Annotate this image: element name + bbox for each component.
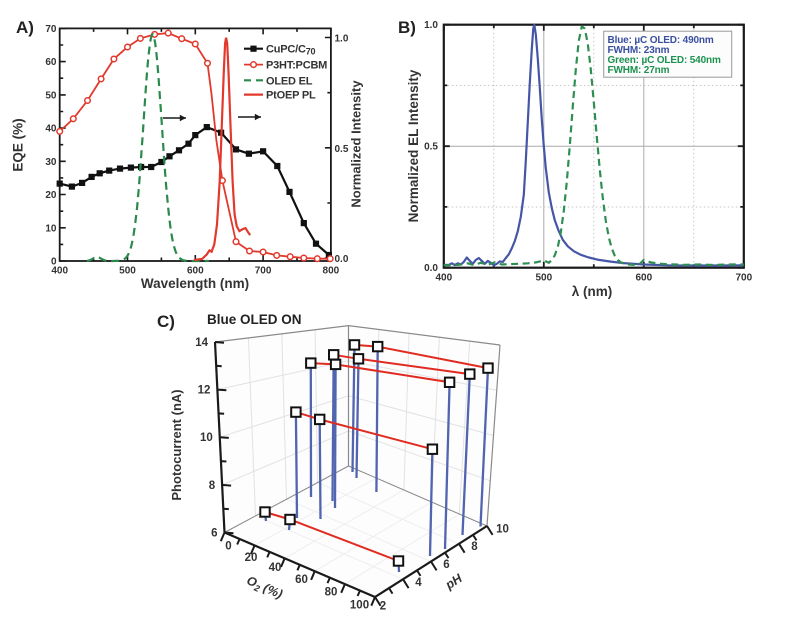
svg-text:8: 8 bbox=[471, 541, 478, 553]
svg-text:20: 20 bbox=[45, 190, 57, 201]
svg-text:λ (nm): λ (nm) bbox=[572, 284, 613, 299]
svg-text:14: 14 bbox=[195, 337, 208, 349]
svg-text:100: 100 bbox=[350, 600, 369, 612]
svg-text:8: 8 bbox=[209, 480, 216, 492]
svg-text:500: 500 bbox=[119, 266, 136, 277]
svg-text:PtOEP PL: PtOEP PL bbox=[266, 90, 316, 102]
svg-text:Blue: µC OLED: 490nm: Blue: µC OLED: 490nm bbox=[608, 35, 714, 46]
svg-text:Wavelength (nm): Wavelength (nm) bbox=[141, 276, 249, 291]
svg-text:60: 60 bbox=[45, 57, 57, 68]
svg-text:10: 10 bbox=[496, 524, 509, 536]
svg-text:400: 400 bbox=[51, 266, 68, 277]
svg-text:EQE (%): EQE (%) bbox=[11, 118, 26, 171]
svg-text:FWHM: 27nm: FWHM: 27nm bbox=[608, 65, 670, 76]
svg-text:60: 60 bbox=[295, 574, 308, 586]
svg-text:400: 400 bbox=[435, 273, 452, 284]
svg-text:CuPC/C70: CuPC/C70 bbox=[266, 44, 316, 57]
svg-text:30: 30 bbox=[45, 157, 57, 168]
svg-text:20: 20 bbox=[245, 552, 258, 564]
svg-text:1.0: 1.0 bbox=[424, 20, 438, 31]
svg-text:2: 2 bbox=[380, 601, 386, 613]
svg-text:1.0: 1.0 bbox=[335, 34, 349, 45]
svg-text:800: 800 bbox=[323, 266, 340, 277]
svg-text:700: 700 bbox=[255, 266, 272, 277]
svg-text:500: 500 bbox=[535, 273, 552, 284]
svg-text:10: 10 bbox=[45, 223, 57, 234]
svg-text:B): B) bbox=[398, 18, 416, 37]
svg-text:40: 40 bbox=[269, 562, 282, 574]
svg-text:70: 70 bbox=[45, 24, 57, 35]
svg-text:Photocurrent (nA): Photocurrent (nA) bbox=[169, 389, 184, 500]
svg-text:0.5: 0.5 bbox=[424, 142, 438, 153]
svg-text:0: 0 bbox=[51, 257, 57, 268]
svg-text:0: 0 bbox=[225, 541, 231, 553]
svg-text:FWHM: 23nm: FWHM: 23nm bbox=[608, 45, 670, 56]
svg-text:0.5: 0.5 bbox=[335, 144, 349, 155]
svg-text:12: 12 bbox=[198, 385, 211, 397]
svg-text:40: 40 bbox=[45, 124, 57, 135]
svg-text:4: 4 bbox=[415, 577, 422, 589]
svg-text:Blue OLED ON: Blue OLED ON bbox=[207, 312, 302, 327]
svg-text:10: 10 bbox=[200, 432, 213, 444]
svg-text:0.0: 0.0 bbox=[424, 263, 438, 274]
svg-text:700: 700 bbox=[735, 273, 752, 284]
svg-text:50: 50 bbox=[45, 90, 57, 101]
svg-text:6: 6 bbox=[443, 559, 449, 571]
svg-text:6: 6 bbox=[211, 528, 217, 540]
svg-text:Normalized EL Intensity: Normalized EL Intensity bbox=[406, 69, 421, 222]
svg-text:C): C) bbox=[157, 312, 175, 331]
svg-text:Green: µC OLED: 540nm: Green: µC OLED: 540nm bbox=[608, 55, 721, 66]
svg-text:600: 600 bbox=[635, 273, 652, 284]
svg-text:600: 600 bbox=[187, 266, 204, 277]
svg-text:P3HT:PCBM: P3HT:PCBM bbox=[266, 60, 327, 72]
svg-text:OLED EL: OLED EL bbox=[266, 75, 313, 87]
svg-text:80: 80 bbox=[325, 587, 338, 599]
svg-text:Normalized Intensity: Normalized Intensity bbox=[349, 80, 364, 208]
svg-text:0.0: 0.0 bbox=[335, 254, 349, 265]
svg-text:A): A) bbox=[16, 18, 34, 37]
